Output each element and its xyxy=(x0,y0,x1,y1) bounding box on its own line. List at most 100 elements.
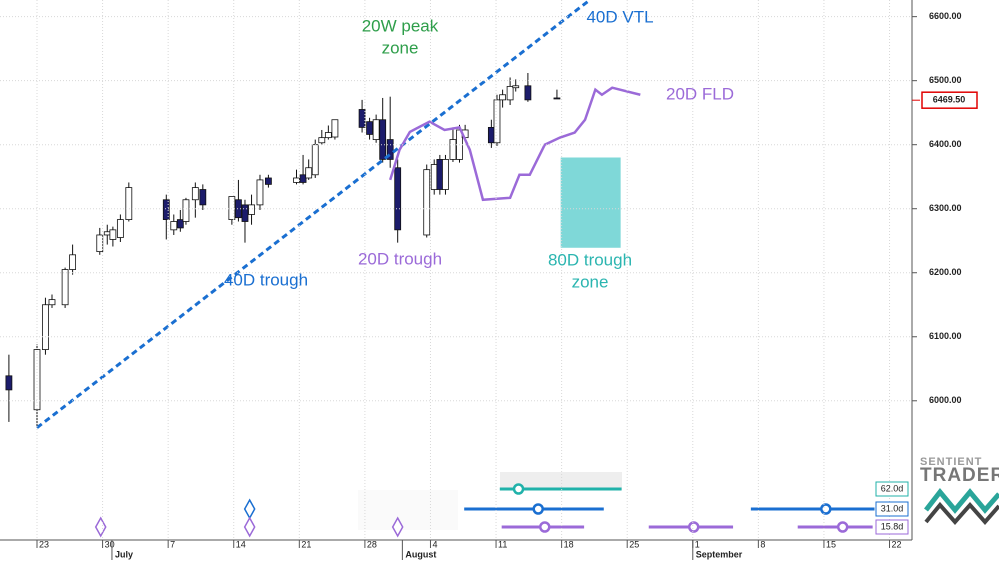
x-tick-label: 25 xyxy=(629,539,639,549)
candle-body xyxy=(499,94,507,101)
candle-body xyxy=(449,139,457,160)
x-tick-label: 30 xyxy=(105,539,115,549)
candle-body xyxy=(228,196,236,220)
candle-body xyxy=(265,177,272,185)
x-tick-label: 21 xyxy=(301,539,311,549)
candle-body xyxy=(430,164,438,190)
candle-body xyxy=(299,174,307,183)
x-tick-label: 14 xyxy=(236,539,246,549)
candle-body xyxy=(487,127,495,144)
cycle-center xyxy=(512,483,525,495)
cycle-center xyxy=(539,521,551,533)
plot xyxy=(5,0,875,538)
cycle-center xyxy=(820,503,832,515)
x-tick-label: 23 xyxy=(39,539,49,549)
y-tick-label: 6200.00 xyxy=(929,267,962,277)
annotation: zone xyxy=(382,38,419,57)
candle-body xyxy=(176,219,184,229)
candle-body xyxy=(442,159,449,190)
y-tick-label: 6500.00 xyxy=(929,75,962,85)
cycle-center xyxy=(836,521,849,533)
annotation: 80D trough xyxy=(548,250,632,269)
last-price-label: 6469.50 xyxy=(933,95,966,105)
cycle-label-box xyxy=(875,501,909,517)
last-price-box xyxy=(921,91,978,109)
x-tick-label: 18 xyxy=(564,539,574,549)
cycle-label-box xyxy=(875,481,909,497)
y-tick-label: 6000.00 xyxy=(929,395,962,405)
candle-body xyxy=(48,299,56,306)
cycle-label: 31.0d xyxy=(881,503,904,513)
candle-body xyxy=(256,179,264,206)
candle-body xyxy=(61,269,69,306)
x-tick-label: 11 xyxy=(498,539,507,549)
cycle-label-box xyxy=(875,519,909,535)
cycle-center xyxy=(532,503,544,515)
x-tick-label: 1 xyxy=(695,539,700,549)
candle-body xyxy=(182,199,190,222)
candle-body xyxy=(512,85,520,89)
x-tick-label: 15 xyxy=(826,539,836,549)
month-label: September xyxy=(696,549,743,559)
candle-body xyxy=(191,187,199,201)
candle-body xyxy=(311,144,319,176)
y-tick-label: 6100.00 xyxy=(929,331,962,341)
candle-body xyxy=(379,119,387,160)
logo-mark xyxy=(924,501,999,526)
candle-body xyxy=(109,229,117,240)
x-tick-label: 22 xyxy=(892,539,902,549)
candle-body xyxy=(524,85,532,101)
month-label: July xyxy=(115,549,133,559)
x-tick-label: 4 xyxy=(432,539,437,549)
indicator-line xyxy=(36,0,591,429)
annotation: 20W peak xyxy=(362,16,439,35)
candle-body xyxy=(305,167,313,179)
candle-body xyxy=(324,132,332,139)
candle-body xyxy=(33,349,41,411)
x-tick-label: 28 xyxy=(367,539,377,549)
cycle-label: 62.0d xyxy=(881,483,904,493)
annotation: 20D trough xyxy=(358,249,442,268)
line-label: 20D FLD xyxy=(666,84,734,103)
logo-text: TRADER xyxy=(920,465,999,486)
candle-body xyxy=(506,86,514,101)
candle-body xyxy=(248,204,255,215)
candle-body xyxy=(116,219,124,238)
cycle-trough xyxy=(391,516,404,538)
candle-body xyxy=(386,139,394,160)
cycle-label: 15.8d xyxy=(881,521,904,531)
annotation: 40D trough xyxy=(224,270,308,289)
cycle-center xyxy=(687,521,700,533)
candle-body xyxy=(331,119,339,138)
candle-body xyxy=(42,304,49,350)
candle-body xyxy=(96,234,104,253)
candle-body xyxy=(170,221,178,231)
line-label: 40D VTL xyxy=(586,7,653,26)
candle-body xyxy=(241,204,249,222)
x-tick-label: 7 xyxy=(170,539,175,549)
cycle-band xyxy=(358,490,458,530)
candle-body xyxy=(103,231,111,236)
candle-body xyxy=(318,137,326,144)
cycle-trough xyxy=(243,516,256,538)
month-label: August xyxy=(405,549,436,559)
candle-body xyxy=(436,159,444,190)
candle-body xyxy=(423,169,431,236)
trough-zone xyxy=(560,157,621,248)
candle-body xyxy=(162,199,170,220)
logo-mark xyxy=(924,488,999,514)
candle-body xyxy=(235,199,242,219)
candle-body xyxy=(69,254,77,270)
candle-body xyxy=(366,121,373,135)
logo-text: SENTIENT xyxy=(920,456,982,468)
indicator-line xyxy=(388,86,641,202)
x-tick-label: 8 xyxy=(760,539,765,549)
candle-body xyxy=(293,177,300,183)
cycle-band xyxy=(500,472,622,490)
candle-body xyxy=(394,167,402,231)
candle-body xyxy=(125,187,133,220)
